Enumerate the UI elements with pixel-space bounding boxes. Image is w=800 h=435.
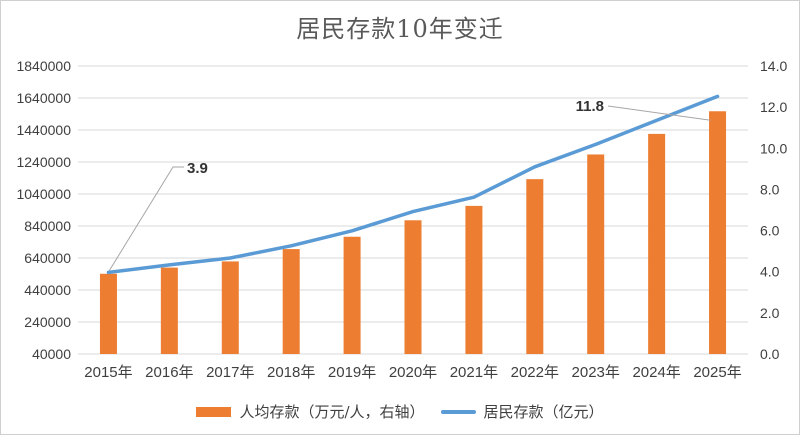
right-axis-tick: 0.0 — [760, 346, 780, 362]
right-axis-tick: 14.0 — [760, 58, 787, 74]
right-axis-tick: 4.0 — [760, 264, 780, 280]
legend-line-series-label: 居民存款（亿元） — [483, 403, 604, 421]
x-axis-label: 2019年 — [328, 364, 376, 381]
bar — [404, 220, 422, 354]
left-axis-tick: 640000 — [24, 250, 71, 266]
x-axis-label: 2024年 — [632, 364, 680, 381]
x-axis-label: 2015年 — [84, 364, 132, 381]
line-series-swatch-icon — [440, 409, 476, 414]
chart-title: 居民存款10年变迁 — [296, 15, 504, 43]
annotation-label: 11.8 — [576, 98, 604, 115]
bar — [99, 273, 117, 354]
legend-item-bar-series: 人均存款（万元/人，右轴） — [196, 401, 425, 422]
left-axis-tick: 1840000 — [16, 58, 71, 74]
right-axis-tick: 12.0 — [760, 99, 787, 115]
legend-bar-series-label: 人均存款（万元/人，右轴） — [239, 403, 425, 421]
left-axis-tick: 440000 — [24, 282, 71, 298]
bar — [587, 154, 605, 354]
x-axis-label: 2017年 — [206, 364, 254, 381]
bar — [526, 179, 544, 354]
bar — [160, 267, 178, 354]
left-axis-tick: 40000 — [32, 346, 71, 362]
left-axis-tick: 1040000 — [16, 186, 71, 202]
line-series — [106, 94, 720, 275]
legend-item-line-series: 居民存款（亿元） — [440, 401, 604, 422]
bar-series-swatch-icon — [196, 406, 232, 417]
legend: 人均存款（万元/人，右轴） 居民存款（亿元） — [1, 401, 799, 422]
x-axis-label: 2018年 — [267, 364, 315, 381]
left-axis-tick: 240000 — [24, 314, 71, 330]
right-axis-tick: 6.0 — [760, 223, 780, 239]
x-axis-label: 2022年 — [511, 364, 559, 381]
bar — [343, 236, 361, 354]
x-axis-label: 2025年 — [693, 364, 741, 381]
annotation-leader-line — [109, 166, 184, 271]
annotation-label: 3.9 — [187, 160, 208, 177]
bar — [282, 249, 300, 354]
left-axis-tick: 1440000 — [16, 122, 71, 138]
x-axis-label: 2021年 — [450, 364, 498, 381]
bar — [709, 111, 727, 354]
bar — [465, 205, 483, 354]
bar — [648, 133, 666, 354]
x-axis-label: 2020年 — [389, 364, 437, 381]
left-axis-tick: 1240000 — [16, 154, 71, 170]
right-axis-tick: 10.0 — [760, 140, 787, 156]
annotation-leader-line — [607, 105, 711, 121]
left-axis-tick: 1640000 — [16, 90, 71, 106]
bar — [221, 261, 239, 354]
right-axis-tick: 2.0 — [760, 305, 780, 321]
x-axis-label: 2016年 — [145, 364, 193, 381]
left-axis-tick: 840000 — [24, 218, 71, 234]
x-axis-label: 2023年 — [572, 364, 620, 381]
right-axis-tick: 8.0 — [760, 181, 780, 197]
